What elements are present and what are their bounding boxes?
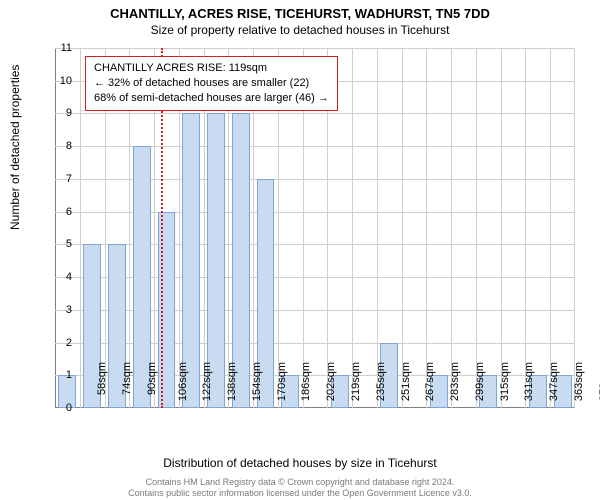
y-tick-label: 2 (52, 337, 72, 349)
y-tick-label: 10 (52, 75, 72, 87)
x-tick-label: 363sqm (573, 362, 585, 401)
chart-title-main: CHANTILLY, ACRES RISE, TICEHURST, WADHUR… (0, 6, 600, 21)
histogram-bar (158, 212, 176, 408)
x-tick-label: 267sqm (424, 362, 436, 401)
chart-title-sub: Size of property relative to detached ho… (0, 23, 600, 37)
y-tick-label: 6 (52, 206, 72, 218)
y-axis-label: Number of detached properties (8, 65, 22, 230)
callout-line: 68% of semi-detached houses are larger (… (94, 91, 329, 106)
callout-line: CHANTILLY ACRES RISE: 119sqm (94, 61, 329, 76)
chart-footer: Contains HM Land Registry data © Crown c… (0, 477, 600, 498)
x-tick-label: 347sqm (548, 362, 560, 401)
y-tick-label: 7 (52, 173, 72, 185)
footer-line-1: Contains HM Land Registry data © Crown c… (0, 477, 600, 487)
x-axis-label: Distribution of detached houses by size … (0, 456, 600, 470)
x-tick-label: 106sqm (177, 362, 189, 401)
x-tick-label: 138sqm (226, 362, 238, 401)
callout-box: CHANTILLY ACRES RISE: 119sqm← 32% of det… (85, 56, 338, 111)
x-tick-label: 202sqm (325, 362, 337, 401)
y-tick-label: 0 (52, 402, 72, 414)
y-tick-label: 5 (52, 238, 72, 250)
x-tick-label: 74sqm (121, 362, 133, 395)
x-tick-label: 219sqm (350, 362, 362, 401)
x-tick-label: 154sqm (251, 362, 263, 401)
x-tick-label: 186sqm (301, 362, 313, 401)
footer-line-2: Contains public sector information licen… (0, 488, 600, 498)
x-tick-label: 331sqm (523, 362, 535, 401)
x-tick-label: 58sqm (96, 362, 108, 395)
x-tick-label: 235sqm (375, 362, 387, 401)
x-tick-label: 315sqm (499, 362, 511, 401)
x-tick-label: 299sqm (474, 362, 486, 401)
x-tick-label: 122sqm (202, 362, 214, 401)
y-tick-label: 11 (52, 42, 72, 54)
x-tick-label: 251sqm (400, 362, 412, 401)
callout-line: ← 32% of detached houses are smaller (22… (94, 76, 329, 91)
x-tick-label: 170sqm (276, 362, 288, 401)
y-tick-label: 3 (52, 304, 72, 316)
x-tick-label: 283sqm (449, 362, 461, 401)
y-tick-label: 1 (52, 369, 72, 381)
y-tick-label: 4 (52, 271, 72, 283)
x-tick-label: 90sqm (146, 362, 158, 395)
y-tick-label: 8 (52, 140, 72, 152)
y-tick-label: 9 (52, 107, 72, 119)
